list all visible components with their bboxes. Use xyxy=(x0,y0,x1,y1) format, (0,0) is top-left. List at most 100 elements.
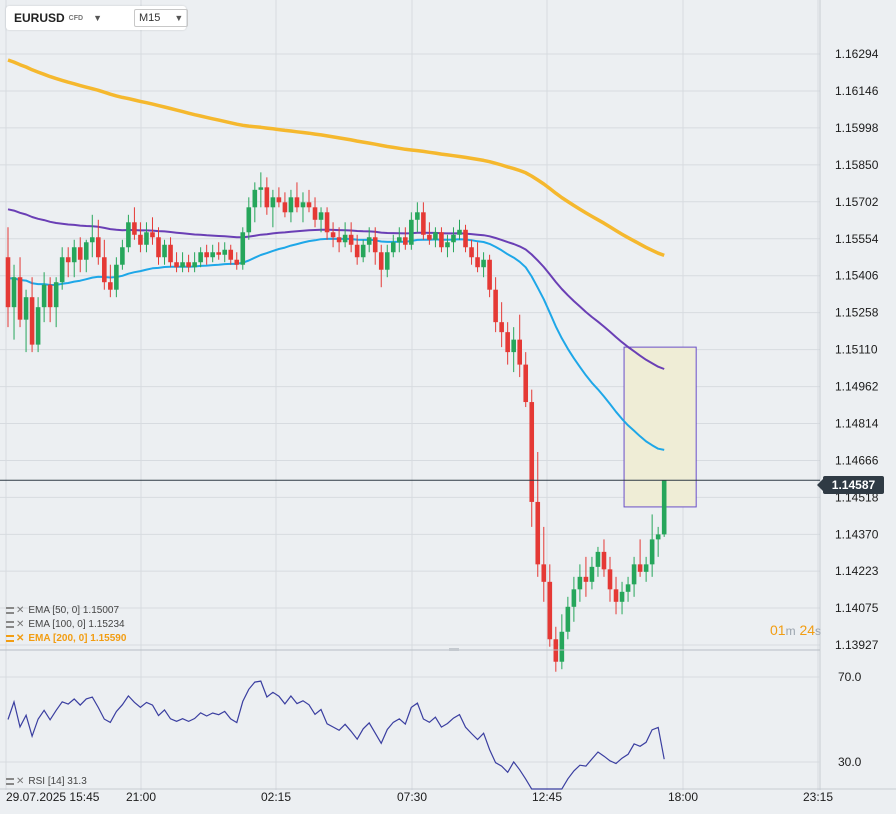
candle-body xyxy=(71,247,77,263)
y-tick-label: 1.16146 xyxy=(835,84,879,98)
close-icon[interactable]: ✕ xyxy=(16,633,25,644)
candle-body xyxy=(59,257,65,283)
candle-body xyxy=(372,237,378,253)
candle-body xyxy=(493,289,498,323)
legend-ema50-label: EMA [50, 0] 1.15007 xyxy=(28,605,120,616)
candle-body xyxy=(661,480,667,535)
candle-body xyxy=(264,187,270,208)
settings-icon[interactable] xyxy=(6,607,14,614)
countdown-minutes: 01 xyxy=(770,622,786,638)
candle-body xyxy=(210,252,215,258)
candle-body xyxy=(469,247,474,258)
candle-body xyxy=(529,402,535,502)
settings-icon[interactable] xyxy=(6,621,14,628)
candle-body xyxy=(17,277,23,320)
candle-body xyxy=(108,282,113,290)
y-tick-label: 1.14666 xyxy=(835,453,879,467)
candle-body xyxy=(306,202,312,208)
legend-ema100[interactable]: ✕ EMA [100, 0] 1.15234 xyxy=(6,619,125,630)
candle-body xyxy=(216,252,221,255)
settings-icon[interactable] xyxy=(6,778,14,785)
candle-body xyxy=(228,249,234,260)
candle-body xyxy=(162,244,167,258)
close-icon[interactable]: ✕ xyxy=(16,776,25,787)
y-tick-label: 1.15998 xyxy=(835,121,879,135)
candle-body xyxy=(625,584,631,592)
candle-body xyxy=(390,242,396,253)
candle-body xyxy=(204,252,209,258)
candle-body xyxy=(102,257,107,283)
candle-body xyxy=(397,237,402,243)
x-tick-label: 21:00 xyxy=(126,790,156,804)
legend-ema200[interactable]: ✕ EMA [200, 0] 1.15590 xyxy=(6,633,126,644)
rsi-line xyxy=(7,680,665,790)
candle-body xyxy=(433,232,438,240)
candle-body xyxy=(565,606,571,632)
legend-ema50[interactable]: ✕ EMA [50, 0] 1.15007 xyxy=(6,605,119,616)
candle-body xyxy=(144,232,149,245)
candle-body xyxy=(294,197,300,208)
candle-body xyxy=(481,259,486,268)
y-tick-label: 1.16294 xyxy=(835,47,879,61)
legend-rsi[interactable]: ✕ RSI [14] 31.3 xyxy=(6,776,87,787)
candle-body xyxy=(270,197,276,208)
x-tick-label: 07:30 xyxy=(397,790,427,804)
candle-body xyxy=(336,237,342,243)
candle-body xyxy=(89,237,95,243)
candle-body xyxy=(126,222,131,248)
cfd-badge: CFD xyxy=(68,14,84,22)
candle-body xyxy=(589,566,595,582)
symbol-name[interactable]: EURUSD xyxy=(14,11,65,25)
countdown-seconds-unit: s xyxy=(815,624,822,638)
candle-body xyxy=(559,631,565,662)
candle-body xyxy=(607,569,613,590)
chevron-down-icon[interactable]: ▼ xyxy=(93,13,102,23)
close-icon[interactable]: ✕ xyxy=(16,605,25,616)
settings-icon[interactable] xyxy=(6,635,14,642)
candle-body xyxy=(619,591,625,602)
candle-body xyxy=(120,247,125,265)
ema100-line xyxy=(7,208,665,370)
rsi-y-tick-label: 30.0 xyxy=(838,755,862,769)
candle-body xyxy=(5,257,11,308)
rsi-y-tick-label: 70.0 xyxy=(838,670,862,684)
candle-body xyxy=(541,564,547,582)
pane-divider-handle[interactable] xyxy=(449,648,459,651)
candle-body xyxy=(282,202,288,213)
candle-body xyxy=(246,207,252,233)
candle-body xyxy=(174,262,179,268)
candle-body xyxy=(77,247,83,260)
candle-body xyxy=(276,197,282,203)
x-tick-label: 29.07.2025 15:45 xyxy=(6,790,100,804)
current-price-tag: 1.14587 xyxy=(817,476,884,494)
x-tick-label: 23:15 xyxy=(803,790,833,804)
legend-ema200-label: EMA [200, 0] 1.15590 xyxy=(28,633,127,644)
candle-body xyxy=(252,189,258,208)
candle-body xyxy=(348,234,354,245)
y-tick-label: 1.14075 xyxy=(835,601,879,615)
candle-body xyxy=(378,252,384,270)
candle-body xyxy=(150,232,155,238)
legend-ema100-label: EMA [100, 0] 1.15234 xyxy=(28,619,125,630)
candle-body xyxy=(583,576,589,582)
candle-body xyxy=(631,564,637,585)
candle-body xyxy=(354,244,360,258)
countdown-minutes-unit: m xyxy=(785,624,796,638)
candle-countdown: 01m 24s xyxy=(770,622,821,638)
candle-body xyxy=(475,257,480,268)
candle-body xyxy=(35,307,41,345)
candle-body xyxy=(655,534,661,540)
candle-body xyxy=(198,252,203,263)
candle-body xyxy=(258,187,264,190)
symbol-selector[interactable]: EURUSD CFD ▼ M15 ▼ xyxy=(6,6,189,30)
candle-body xyxy=(601,551,607,570)
candle-body xyxy=(192,262,197,268)
candle-body xyxy=(511,339,516,353)
candle-body xyxy=(643,564,649,572)
y-tick-label: 1.15850 xyxy=(835,158,879,172)
candle-body xyxy=(240,232,246,265)
close-icon[interactable]: ✕ xyxy=(16,619,25,630)
y-tick-label: 1.14370 xyxy=(835,527,879,541)
timeframe-selector[interactable]: M15 ▼ xyxy=(133,9,189,27)
